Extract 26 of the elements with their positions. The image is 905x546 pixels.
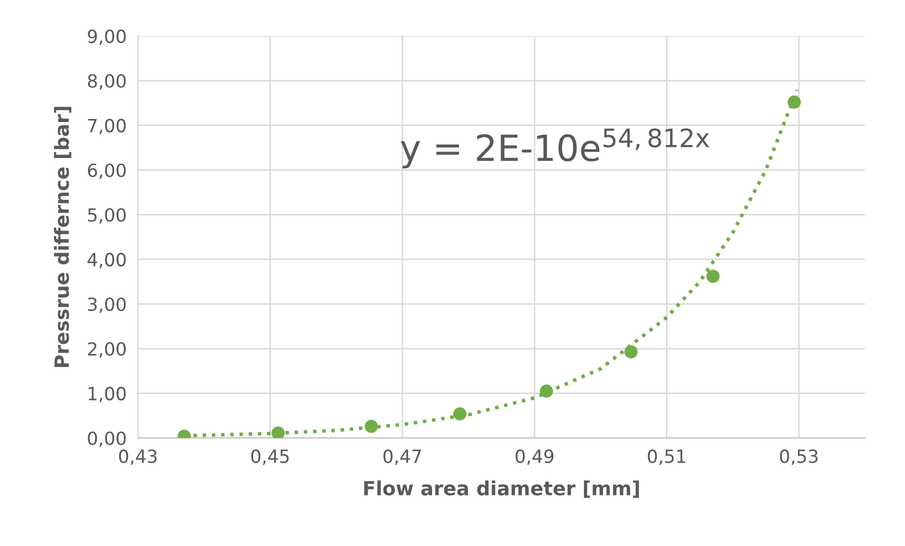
point [364,420,378,433]
point [624,345,638,358]
y-tick-label: 5,00 [88,208,126,224]
point [706,270,720,283]
x-tick-label: 0,53 [780,449,818,465]
point [788,96,801,109]
y-tick-label: 6,00 [88,163,126,179]
y-tick-label: 8,00 [88,74,126,90]
x-tick-label: 0,49 [516,449,554,465]
y-axis-title: Pressrue differnce [bar] [54,106,72,367]
y-tick-label: 7,00 [88,118,126,134]
point [453,407,466,420]
x-tick-label: 0,47 [383,449,421,465]
y-tick-label: 3,00 [88,297,126,313]
x-axis-title: Flow area diameter [mm] [364,480,639,498]
y-tick-label: 1,00 [88,386,126,402]
point [540,384,554,398]
annotation: y = 2E-10e$^{54,812x}$ [400,128,710,168]
x-tick-label: 0,51 [648,449,686,465]
y-tick-label: 4,00 [88,252,126,268]
y-tick-label: 0,00 [88,431,126,447]
x-tick-label: 0,43 [119,449,157,465]
y-tick-label: 9,00 [88,29,126,45]
y-tick-label: 2,00 [88,342,126,358]
point [272,426,285,438]
x-tick-label: 0,45 [251,449,289,465]
